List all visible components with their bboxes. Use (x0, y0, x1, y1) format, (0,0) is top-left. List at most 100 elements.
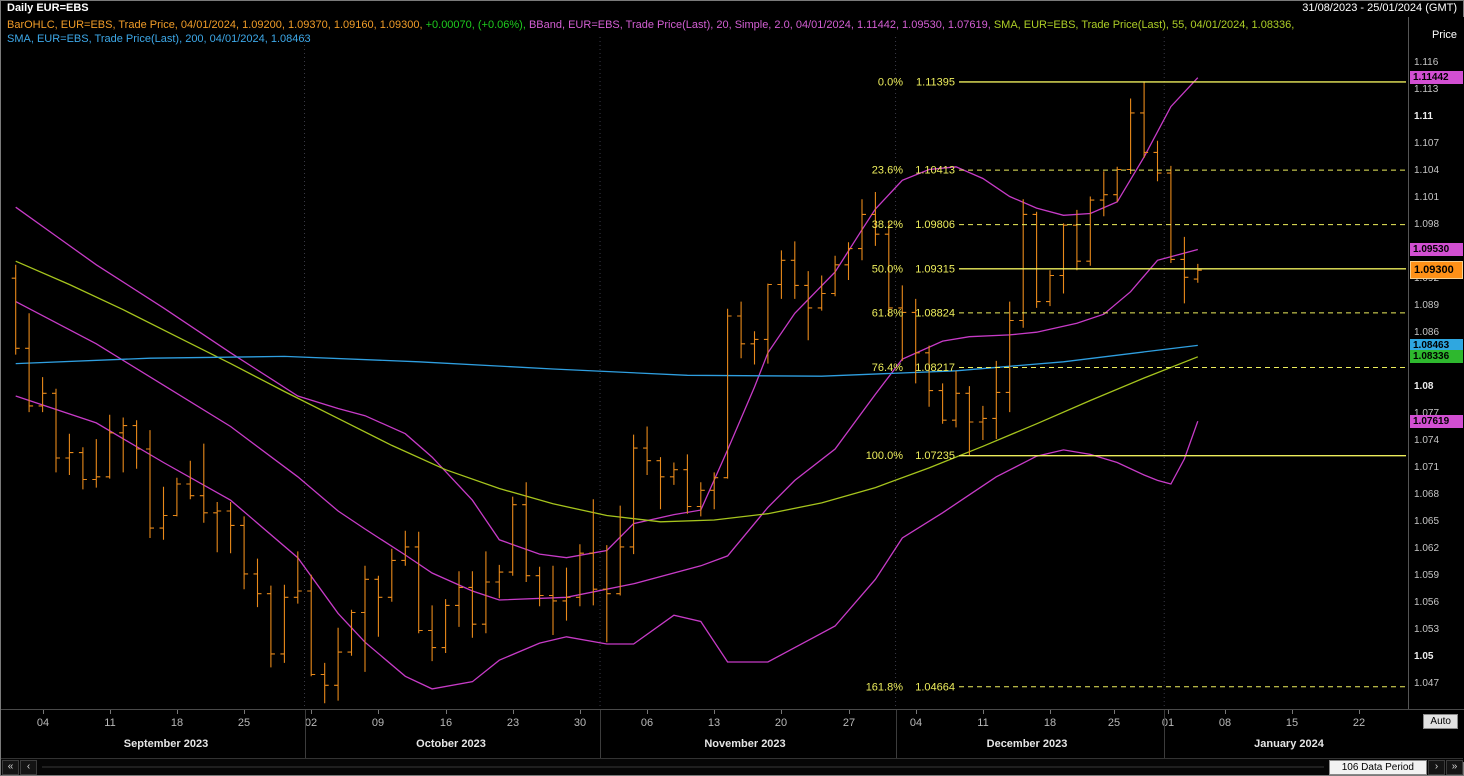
scroll-next-button[interactable]: › (1428, 759, 1445, 775)
x-axis-tick (983, 710, 984, 714)
bband-lower-badge: 1.07619 (1410, 415, 1463, 428)
fib-value-label: 1.07235 (915, 450, 955, 462)
x-axis-date-label: 22 (1352, 717, 1366, 729)
y-axis-tick: 1.113 (1414, 84, 1439, 95)
x-axis-tick (43, 710, 44, 714)
bband-mid-badge: 1.09530 (1410, 243, 1463, 256)
x-axis-month-label: September 2023 (123, 738, 209, 750)
legend-segment: BarOHLC, EUR=EBS, Trade Price, 04/01/202… (7, 19, 426, 31)
x-axis-date-label: 25 (1107, 717, 1121, 729)
x-axis-tick (1292, 710, 1293, 714)
x-axis-date-label: 11 (104, 717, 116, 729)
fib-value-label: 1.09315 (915, 263, 955, 275)
x-axis-date-label: 27 (842, 717, 856, 729)
x-axis-date-label: 04 (36, 717, 50, 729)
y-axis-tick: 1.089 (1414, 300, 1440, 311)
x-axis-tick (1168, 710, 1169, 714)
fib-pct-label: 100.0% (866, 450, 904, 462)
fib-pct-label: 161.8% (866, 681, 904, 693)
y-axis-tick: 1.116 (1414, 57, 1439, 68)
x-axis-month-label: December 2023 (986, 738, 1068, 750)
legend-segment: SMA, EUR=EBS, Trade Price(Last), 55, 04/… (993, 19, 1295, 31)
sma55-badge: 1.08336 (1410, 350, 1463, 363)
indicator-line-sma-200 (15, 344, 1198, 377)
x-axis-date-label: 30 (573, 717, 587, 729)
x-axis-tick (849, 710, 850, 714)
x-axis-tick (714, 710, 715, 714)
x-axis-month-label: January 2024 (1254, 738, 1324, 750)
fib-value-label: 1.08824 (915, 307, 955, 319)
y-axis-tick: 1.047 (1414, 678, 1440, 689)
x-axis-tick (513, 710, 514, 714)
y-axis-panel[interactable]: Price 1.116 1.113 1.11 1.107 1.104 1.101 1.098… (1408, 17, 1464, 709)
x-axis-month-label: October 2023 (416, 738, 486, 750)
auto-button[interactable]: Auto (1423, 714, 1458, 729)
scrollbar-track[interactable] (42, 766, 1324, 768)
last-price-badge: 1.09300 (1410, 261, 1463, 279)
x-axis-date-label: 11 (977, 717, 989, 729)
y-axis-title: Price (1431, 29, 1457, 41)
chart-region: 0.0% 1.11395 23.6% 1.10413 38.2% 1.09806 50.0%… (1, 17, 1408, 709)
sma200-badge: 1.08463 (1410, 339, 1463, 352)
y-axis-tick: 1.077 (1414, 408, 1440, 419)
x-axis-tick (647, 710, 648, 714)
y-axis-tick: 1.11 (1414, 111, 1433, 122)
x-axis-month-separator (1164, 710, 1165, 758)
fib-value-label: 1.08217 (915, 362, 955, 374)
y-axis-tick: 1.053 (1414, 624, 1440, 635)
fib-value-label: 1.10413 (915, 165, 955, 177)
scroll-first-button[interactable]: « (2, 759, 19, 775)
x-axis-panel[interactable]: Auto 04 11 18 25 02 09 16 23 30 06 13 20 27 04 11 18 25 0… (1, 709, 1464, 762)
titlebar: Daily EUR=EBS 31/08/2023 - 25/01/2024 (G… (1, 1, 1463, 18)
y-axis-tick: 1.08 (1414, 381, 1434, 392)
y-axis-tick: 1.071 (1414, 462, 1440, 473)
x-axis-tick (378, 710, 379, 714)
x-axis-tick (916, 710, 917, 714)
y-axis-tick: 1.074 (1414, 435, 1440, 446)
y-axis-tick: 1.065 (1414, 516, 1440, 527)
legend-segment: BBand, EUR=EBS, Trade Price(Last), 20, S… (528, 19, 994, 31)
x-axis-date-label: 04 (909, 717, 923, 729)
bband-upper-badge: 1.11442 (1410, 71, 1463, 84)
x-axis-date-label: 02 (304, 717, 318, 729)
plot-area[interactable]: 0.0% 1.11395 23.6% 1.10413 38.2% 1.09806 50.0%… (1, 17, 1408, 709)
y-axis-tick: 1.062 (1414, 543, 1440, 554)
fib-pct-label: 23.6% (872, 165, 903, 177)
x-axis-tick (311, 710, 312, 714)
x-axis-tick (1225, 710, 1226, 714)
x-axis-date-label: 23 (506, 717, 520, 729)
y-axis-tick: 1.056 (1414, 597, 1440, 608)
fib-pct-label: 50.0% (872, 263, 903, 275)
x-axis-tick (580, 710, 581, 714)
fib-pct-label: 76.4% (872, 362, 903, 374)
x-axis-date-label: 15 (1285, 717, 1299, 729)
legend-line: BarOHLC, EUR=EBS, Trade Price, 04/01/202… (7, 18, 1294, 32)
x-axis-month-separator (600, 710, 601, 758)
x-axis-date-label: 18 (170, 717, 184, 729)
indicator-line-bband-upper (15, 77, 1199, 559)
data-period-box: 106 Data Period (1328, 759, 1427, 775)
indicator-line-sma-55 (15, 260, 1199, 523)
fib-value-label: 1.11395 (916, 76, 955, 88)
x-axis-date-label: 20 (774, 717, 788, 729)
y-axis-tick: 1.101 (1414, 192, 1440, 203)
bottom-scrollbar: « ‹ 106 Data Period › » (1, 758, 1463, 775)
fib-value-label: 1.09806 (915, 219, 955, 231)
scroll-prev-button[interactable]: ‹ (20, 759, 37, 775)
legend-segment: SMA, EUR=EBS, Trade Price(Last), 200, 04… (7, 33, 311, 45)
indicator-line-bband-mid (15, 248, 1198, 601)
x-axis-tick (1050, 710, 1051, 714)
x-axis-date-label: 25 (237, 717, 251, 729)
y-axis-tick: 1.107 (1414, 138, 1440, 149)
y-axis-tick: 1.05 (1414, 651, 1434, 662)
x-axis-date-label: 09 (371, 717, 385, 729)
fib-pct-label: 38.2% (872, 219, 903, 231)
x-axis-month-separator (896, 710, 897, 758)
y-axis-tick: 1.098 (1414, 219, 1440, 230)
scroll-last-button[interactable]: » (1446, 759, 1463, 775)
y-axis-tick: 1.086 (1414, 327, 1440, 338)
fib-pct-label: 61.8% (872, 307, 903, 319)
y-axis-tick: 1.068 (1414, 489, 1440, 500)
x-axis-tick (1359, 710, 1360, 714)
